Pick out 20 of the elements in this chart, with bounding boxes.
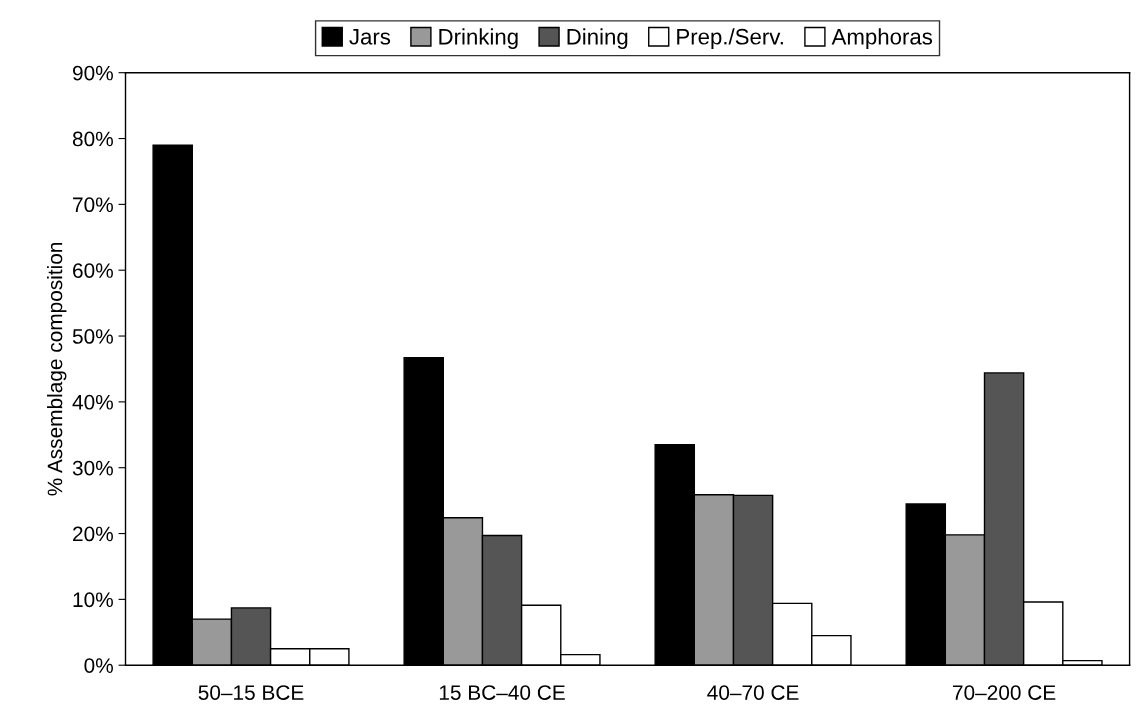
y-tick-label: 90% — [72, 65, 113, 81]
y-tick-label: 0% — [84, 658, 113, 673]
legend-label: Jars — [349, 29, 391, 45]
y-tick-label: 40% — [72, 394, 113, 410]
x-tick-label: 40–70 CE — [707, 685, 799, 700]
y-tick-label: 30% — [72, 460, 113, 476]
y-axis-title: % Assemblage composition — [47, 242, 67, 496]
y-tick-label: 70% — [73, 197, 113, 213]
y-tick-label: 10% — [73, 592, 113, 608]
y-tick-label: 50% — [72, 329, 113, 344]
y-tick-label: 80% — [72, 131, 113, 147]
legend-label: Drinking — [439, 28, 518, 49]
legend-label: Dining — [567, 28, 628, 49]
x-tick-label: 70–200 CE — [953, 685, 1056, 700]
legend-label: Amphoras — [831, 28, 933, 49]
x-tick-label: 15 BC–40 CE — [439, 685, 565, 700]
x-tick-label: 50–15 BCE — [198, 685, 304, 700]
legend-label: Prep./Serv. — [677, 28, 783, 49]
y-tick-label: 20% — [73, 526, 113, 542]
y-tick-label: 60% — [73, 263, 113, 278]
